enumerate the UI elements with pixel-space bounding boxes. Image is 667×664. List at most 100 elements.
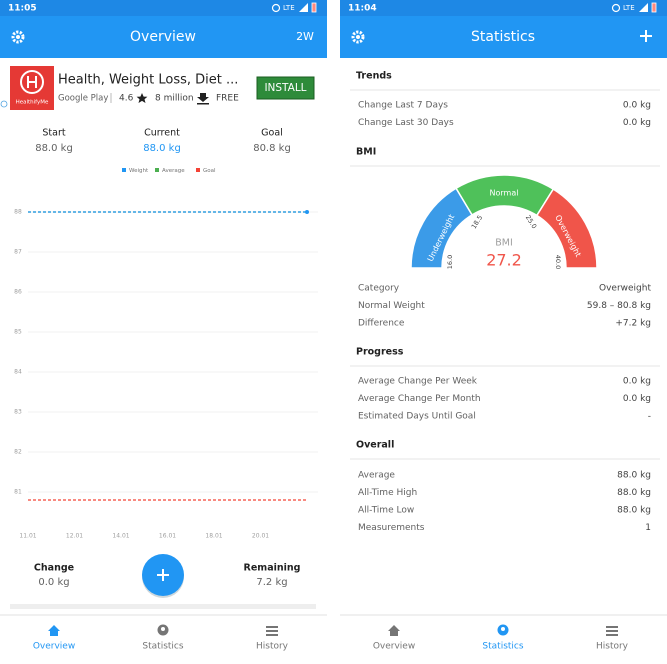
app-bar	[0, 16, 327, 58]
change-value: 0.0 kg	[38, 577, 69, 588]
y-tick-label: 84	[14, 369, 22, 376]
screen-title: Overview	[130, 29, 196, 45]
battery-icon	[651, 2, 657, 13]
x-tick-label: 11.01	[19, 533, 36, 540]
gauge-tick-label: 40.0	[554, 255, 562, 269]
summary-label: Start	[42, 128, 65, 139]
x-tick-label: 14.01	[112, 533, 129, 540]
scroll-strip	[10, 604, 316, 609]
legend-swatch	[155, 168, 159, 172]
summary-value: 88.0 kg	[35, 143, 73, 154]
row-value: 59.8 – 80.8 kg	[587, 301, 651, 311]
nav-label[interactable]: Overview	[373, 642, 415, 652]
row-label: Normal Weight	[358, 301, 425, 311]
section-heading: BMI	[356, 147, 376, 158]
ad-price: FREE	[216, 94, 239, 104]
row-label: Category	[358, 284, 400, 294]
ad-icon	[10, 66, 54, 110]
row-label: Estimated Days Until Goal	[358, 412, 476, 422]
gauge-zone-label: Normal	[490, 189, 519, 198]
network-type: LTE	[283, 4, 295, 12]
battery-icon	[311, 2, 317, 13]
history-icon	[606, 634, 618, 636]
y-tick-label: 85	[14, 329, 22, 336]
gauge-zone	[535, 188, 598, 269]
row-label: Change Last 7 Days	[358, 101, 448, 111]
history-icon	[266, 630, 278, 632]
install-button[interactable]	[256, 76, 315, 100]
alarm-icon	[271, 3, 281, 13]
app-bar	[340, 16, 667, 58]
row-value: -	[648, 412, 651, 422]
home-icon	[48, 625, 60, 636]
legend-swatch	[122, 168, 126, 172]
ad-rating: 4.6	[119, 94, 134, 104]
summary-label: Current	[144, 128, 180, 139]
remaining-value: 7.2 kg	[256, 577, 287, 588]
series-end-dot	[305, 210, 309, 214]
status-bar	[340, 0, 667, 16]
legend-swatch	[196, 168, 200, 172]
summary-value: 80.8 kg	[253, 143, 291, 154]
screen-title: Statistics	[471, 29, 535, 45]
row-label: All-Time High	[358, 488, 417, 498]
star-icon	[136, 93, 148, 103]
row-label: Difference	[358, 319, 405, 329]
signal-icon	[639, 3, 648, 12]
row-value: 0.0 kg	[623, 101, 651, 111]
ad-info-icon	[0, 100, 8, 108]
row-value: 0.0 kg	[623, 377, 651, 387]
row-label: Change Last 30 Days	[358, 118, 454, 128]
status-time: 11:04	[348, 4, 377, 14]
row-value: Overweight	[599, 284, 651, 294]
gauge-tick-label: 16.0	[446, 255, 454, 269]
summary-value: 88.0 kg	[143, 143, 181, 154]
nav-label[interactable]: Statistics	[482, 642, 523, 652]
nav-label[interactable]: Overview	[33, 642, 75, 652]
nav-label[interactable]: History	[256, 642, 289, 652]
bmi-value: 27.2	[486, 251, 522, 270]
history-icon	[606, 630, 618, 632]
section-heading: Progress	[356, 347, 404, 358]
section-heading: Trends	[356, 71, 392, 82]
summary-label: Goal	[261, 128, 283, 139]
x-tick-label: 20.01	[252, 533, 269, 540]
row-label: Average	[358, 471, 395, 481]
history-icon	[266, 626, 278, 628]
y-tick-label: 82	[14, 449, 22, 456]
y-tick-label: 86	[14, 289, 22, 296]
legend-label: Average	[162, 168, 185, 174]
row-value: 88.0 kg	[617, 488, 651, 498]
x-tick-label: 18.01	[205, 533, 222, 540]
row-label: Measurements	[358, 523, 425, 533]
settings-icon-hub	[356, 35, 360, 39]
y-tick-label: 81	[14, 489, 22, 496]
row-value: 0.0 kg	[623, 394, 651, 404]
row-value: 88.0 kg	[617, 471, 651, 481]
y-tick-label: 88	[14, 209, 22, 216]
row-value: 88.0 kg	[617, 506, 651, 516]
nav-label[interactable]: History	[596, 642, 629, 652]
remaining-label: Remaining	[244, 563, 301, 574]
settings-icon	[11, 30, 25, 44]
settings-icon	[351, 30, 365, 44]
status-bar	[0, 0, 327, 16]
ad-title: Health, Weight Loss, Diet ...	[58, 73, 238, 88]
nav-label[interactable]: Statistics	[142, 642, 183, 652]
history-icon	[606, 626, 618, 628]
ad-installs: 8 million	[155, 94, 194, 104]
row-label: All-Time Low	[358, 506, 414, 516]
ad-store: Google Play	[58, 94, 108, 104]
status-time: 11:05	[8, 4, 37, 14]
row-value: 1	[645, 523, 651, 533]
legend-label: Goal	[203, 168, 216, 174]
install-label[interactable]: INSTALL	[264, 82, 306, 94]
y-tick-label: 87	[14, 249, 22, 256]
range-button[interactable]: 2W	[296, 30, 314, 43]
bmi-label: BMI	[495, 238, 513, 249]
home-icon	[388, 625, 400, 636]
section-heading: Overall	[356, 440, 394, 451]
